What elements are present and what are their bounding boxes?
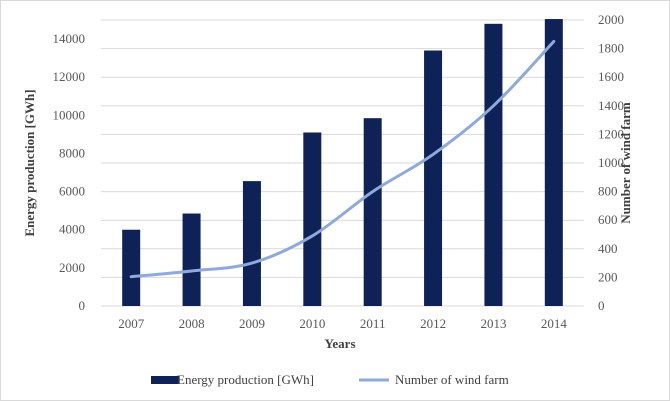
left-tick-label: 2000: [59, 260, 85, 275]
right-tick-label: 1200: [598, 126, 624, 141]
x-tick-label: 2010: [299, 316, 325, 331]
left-tick-label: 10000: [53, 107, 86, 122]
left-tick-label: 8000: [59, 145, 85, 160]
x-tick-label: 2014: [541, 316, 568, 331]
legend-swatch-energy: [151, 376, 179, 384]
bar-series: [122, 19, 563, 307]
gridlines: [101, 19, 584, 307]
x-axis-ticks: 2007 2008 2009 2010 2011 2012 2013 2014: [118, 316, 567, 331]
left-tick-label: 0: [79, 298, 86, 313]
legend: Energy production [GWh] Number of wind f…: [151, 372, 509, 387]
legend-label-wind: Number of wind farm: [395, 372, 509, 387]
bar-2012: [424, 50, 443, 306]
bar-2011: [363, 118, 382, 307]
right-tick-label: 1600: [598, 69, 624, 84]
x-tick-label: 2013: [480, 316, 506, 331]
right-tick-label: 1400: [598, 98, 624, 113]
right-tick-label: 1000: [598, 155, 624, 170]
right-axis-title: Number of wind farm: [618, 102, 633, 224]
right-tick-label: 200: [598, 269, 618, 284]
x-tick-label: 2012: [420, 316, 446, 331]
left-tick-label: 14000: [53, 31, 86, 46]
left-tick-label: 12000: [53, 69, 86, 84]
x-tick-label: 2011: [360, 316, 386, 331]
left-tick-label: 6000: [59, 184, 85, 199]
x-tick-label: 2008: [179, 316, 205, 331]
bar-2009: [242, 181, 261, 306]
right-tick-label: 600: [598, 212, 618, 227]
line-series: [129, 39, 556, 279]
right-axis-ticks: 0 200 400 600 800 1000 1200 1400 1600 1800 2000: [598, 12, 624, 313]
bar-2013: [484, 23, 503, 307]
bar-2014: [544, 19, 563, 307]
right-tick-label: 2000: [598, 12, 624, 27]
left-axis-ticks: 0 2000 4000 6000 8000 10000 12000 14000: [53, 31, 86, 313]
right-tick-label: 1800: [598, 41, 624, 56]
legend-label-energy: Energy production [GWh]: [177, 372, 314, 387]
left-tick-label: 4000: [59, 222, 85, 237]
x-tick-label: 2007: [118, 316, 145, 331]
right-tick-label: 0: [598, 298, 605, 313]
right-tick-label: 800: [598, 184, 618, 199]
x-axis-title: Years: [324, 336, 355, 351]
bar-2008: [182, 213, 201, 306]
right-tick-label: 400: [598, 241, 618, 256]
bar-2010: [303, 132, 322, 306]
bar-2007: [122, 229, 141, 306]
x-tick-label: 2009: [239, 316, 265, 331]
left-axis-title: Energy production [GWh]: [22, 89, 37, 236]
